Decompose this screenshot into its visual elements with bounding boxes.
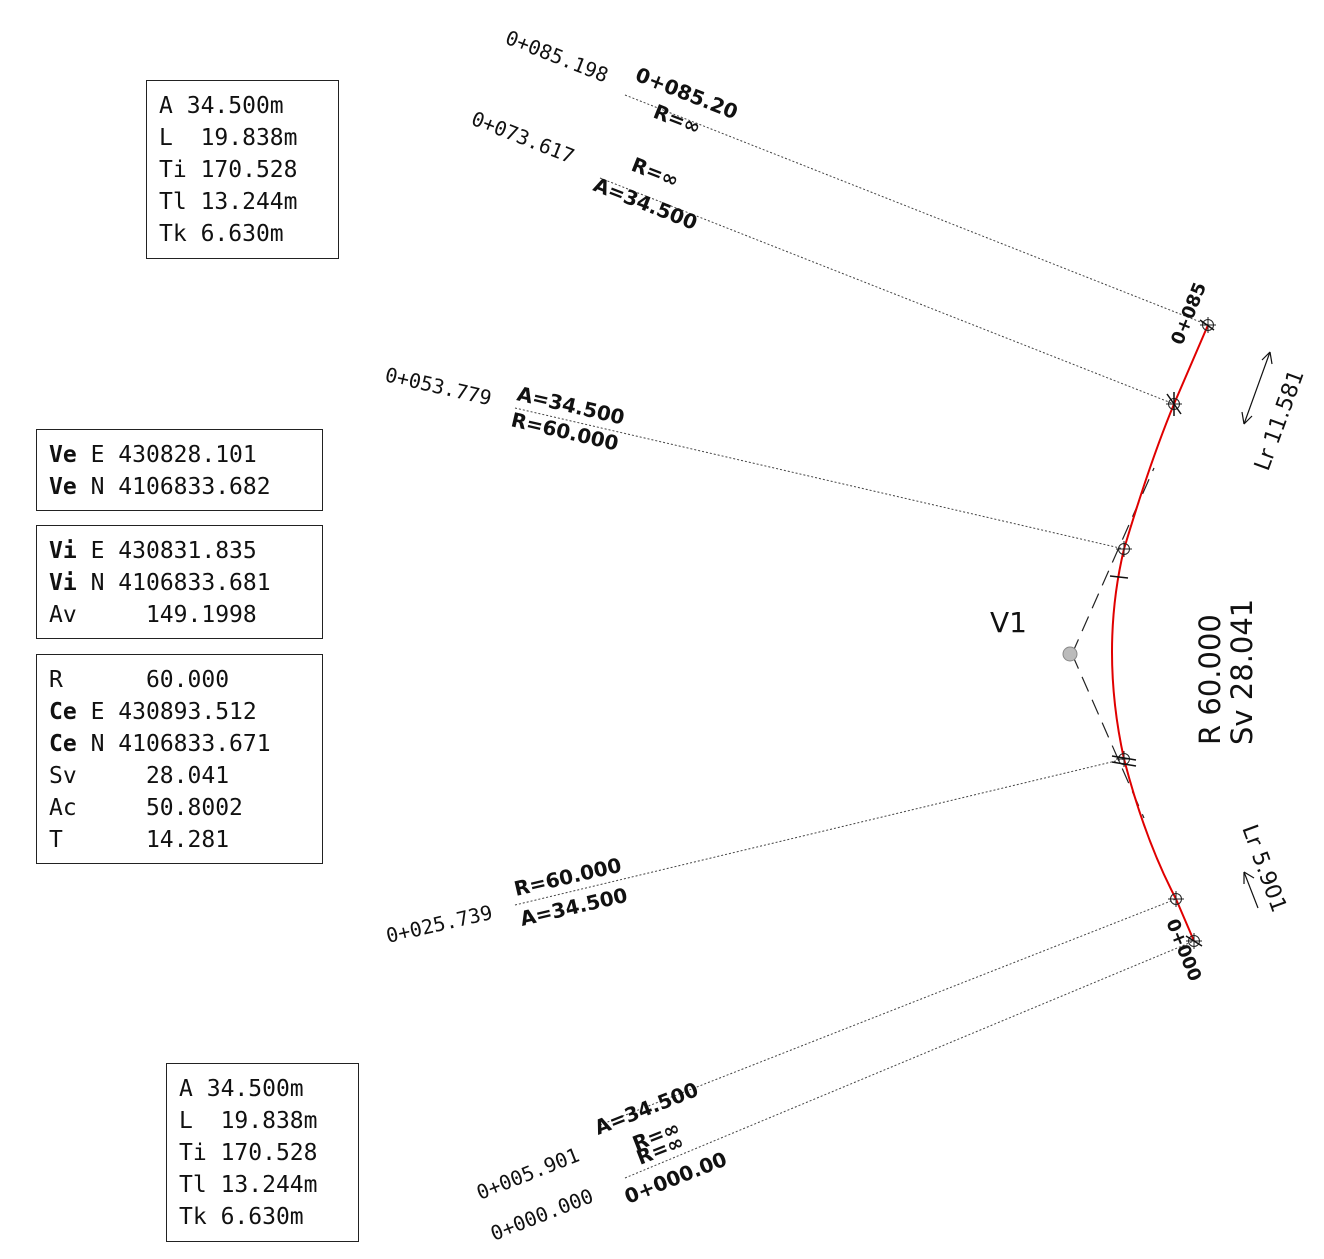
table-row: R 60.000	[49, 667, 230, 693]
lr-bottom-arrow	[1243, 871, 1259, 909]
table-row: Vi E 430831.835	[49, 538, 257, 564]
table-row: Sv 28.041	[49, 763, 230, 789]
vi-coordinates-table: Vi E 430831.835 Vi N 4106833.681 Av 149.…	[36, 525, 323, 639]
leader-line	[599, 177, 1175, 405]
spiral-table-top: A 34.500m L 19.838m Ti 170.528 Tl 13.244…	[146, 80, 339, 259]
station-label: 0+053.779	[383, 362, 494, 410]
table-row: Ac 50.8002	[49, 795, 243, 821]
station-label: 0+025.739	[384, 900, 495, 948]
alignment-path	[1111, 324, 1209, 942]
vertex-point	[1062, 646, 1078, 662]
table-row: L 19.838m	[179, 1108, 318, 1134]
ve-coordinates-table: Ve E 430828.101 Ve N 4106833.682	[36, 429, 323, 511]
lr-top-arrow	[1241, 351, 1273, 425]
table-row: Ce E 430893.512	[49, 699, 257, 725]
tangent-line	[1071, 653, 1145, 819]
table-row: A 34.500m	[179, 1076, 304, 1102]
table-row: Tl 13.244m	[179, 1172, 318, 1198]
curve-radius-label: R 60.000	[1193, 614, 1227, 745]
table-row: Ve E 430828.101	[49, 442, 257, 468]
table-row: T 14.281	[49, 827, 230, 853]
tangent-line	[1071, 467, 1155, 655]
table-row: Ve N 4106833.682	[49, 474, 271, 500]
spiral-table-bottom: A 34.500m L 19.838m Ti 170.528 Tl 13.244…	[166, 1063, 359, 1242]
lr-bottom-label: Lr 5.901	[1236, 822, 1291, 916]
table-row: L 19.838m	[159, 125, 298, 151]
station-markers	[1116, 317, 1216, 949]
alignment-ticks	[1109, 319, 1215, 947]
tangent-lines	[1071, 467, 1155, 819]
leader-line	[624, 940, 1195, 1179]
param-label: A=34.500	[590, 172, 701, 234]
leader-line	[624, 94, 1209, 326]
table-row: Ti 170.528	[179, 1140, 318, 1166]
station-label: 0+085.198	[502, 25, 612, 87]
vertex-label: V1	[990, 606, 1027, 639]
curve-sv-label: Sv 28.041	[1225, 599, 1259, 745]
leader-line	[514, 758, 1125, 906]
leader-lines	[514, 94, 1209, 1179]
table-row: Av 149.1998	[49, 602, 257, 628]
table-row: Ce N 4106833.671	[49, 731, 271, 757]
table-row: Ti 170.528	[159, 157, 298, 183]
table-row: Tl 13.244m	[159, 189, 298, 215]
leader-line	[514, 407, 1125, 550]
chainage-label: 0+085	[1167, 280, 1211, 348]
curve-table: R 60.000 Ce E 430893.512 Ce N 4106833.67…	[36, 654, 323, 864]
table-row: A 34.500m	[159, 93, 284, 119]
leader-line	[599, 898, 1177, 1126]
chainage-label: 0+000	[1161, 916, 1205, 984]
table-row: Tk 6.630m	[159, 221, 284, 247]
table-row: Vi N 4106833.681	[49, 570, 271, 596]
table-row: Tk 6.630m	[179, 1204, 304, 1230]
station-label: 0+073.617	[468, 106, 578, 168]
